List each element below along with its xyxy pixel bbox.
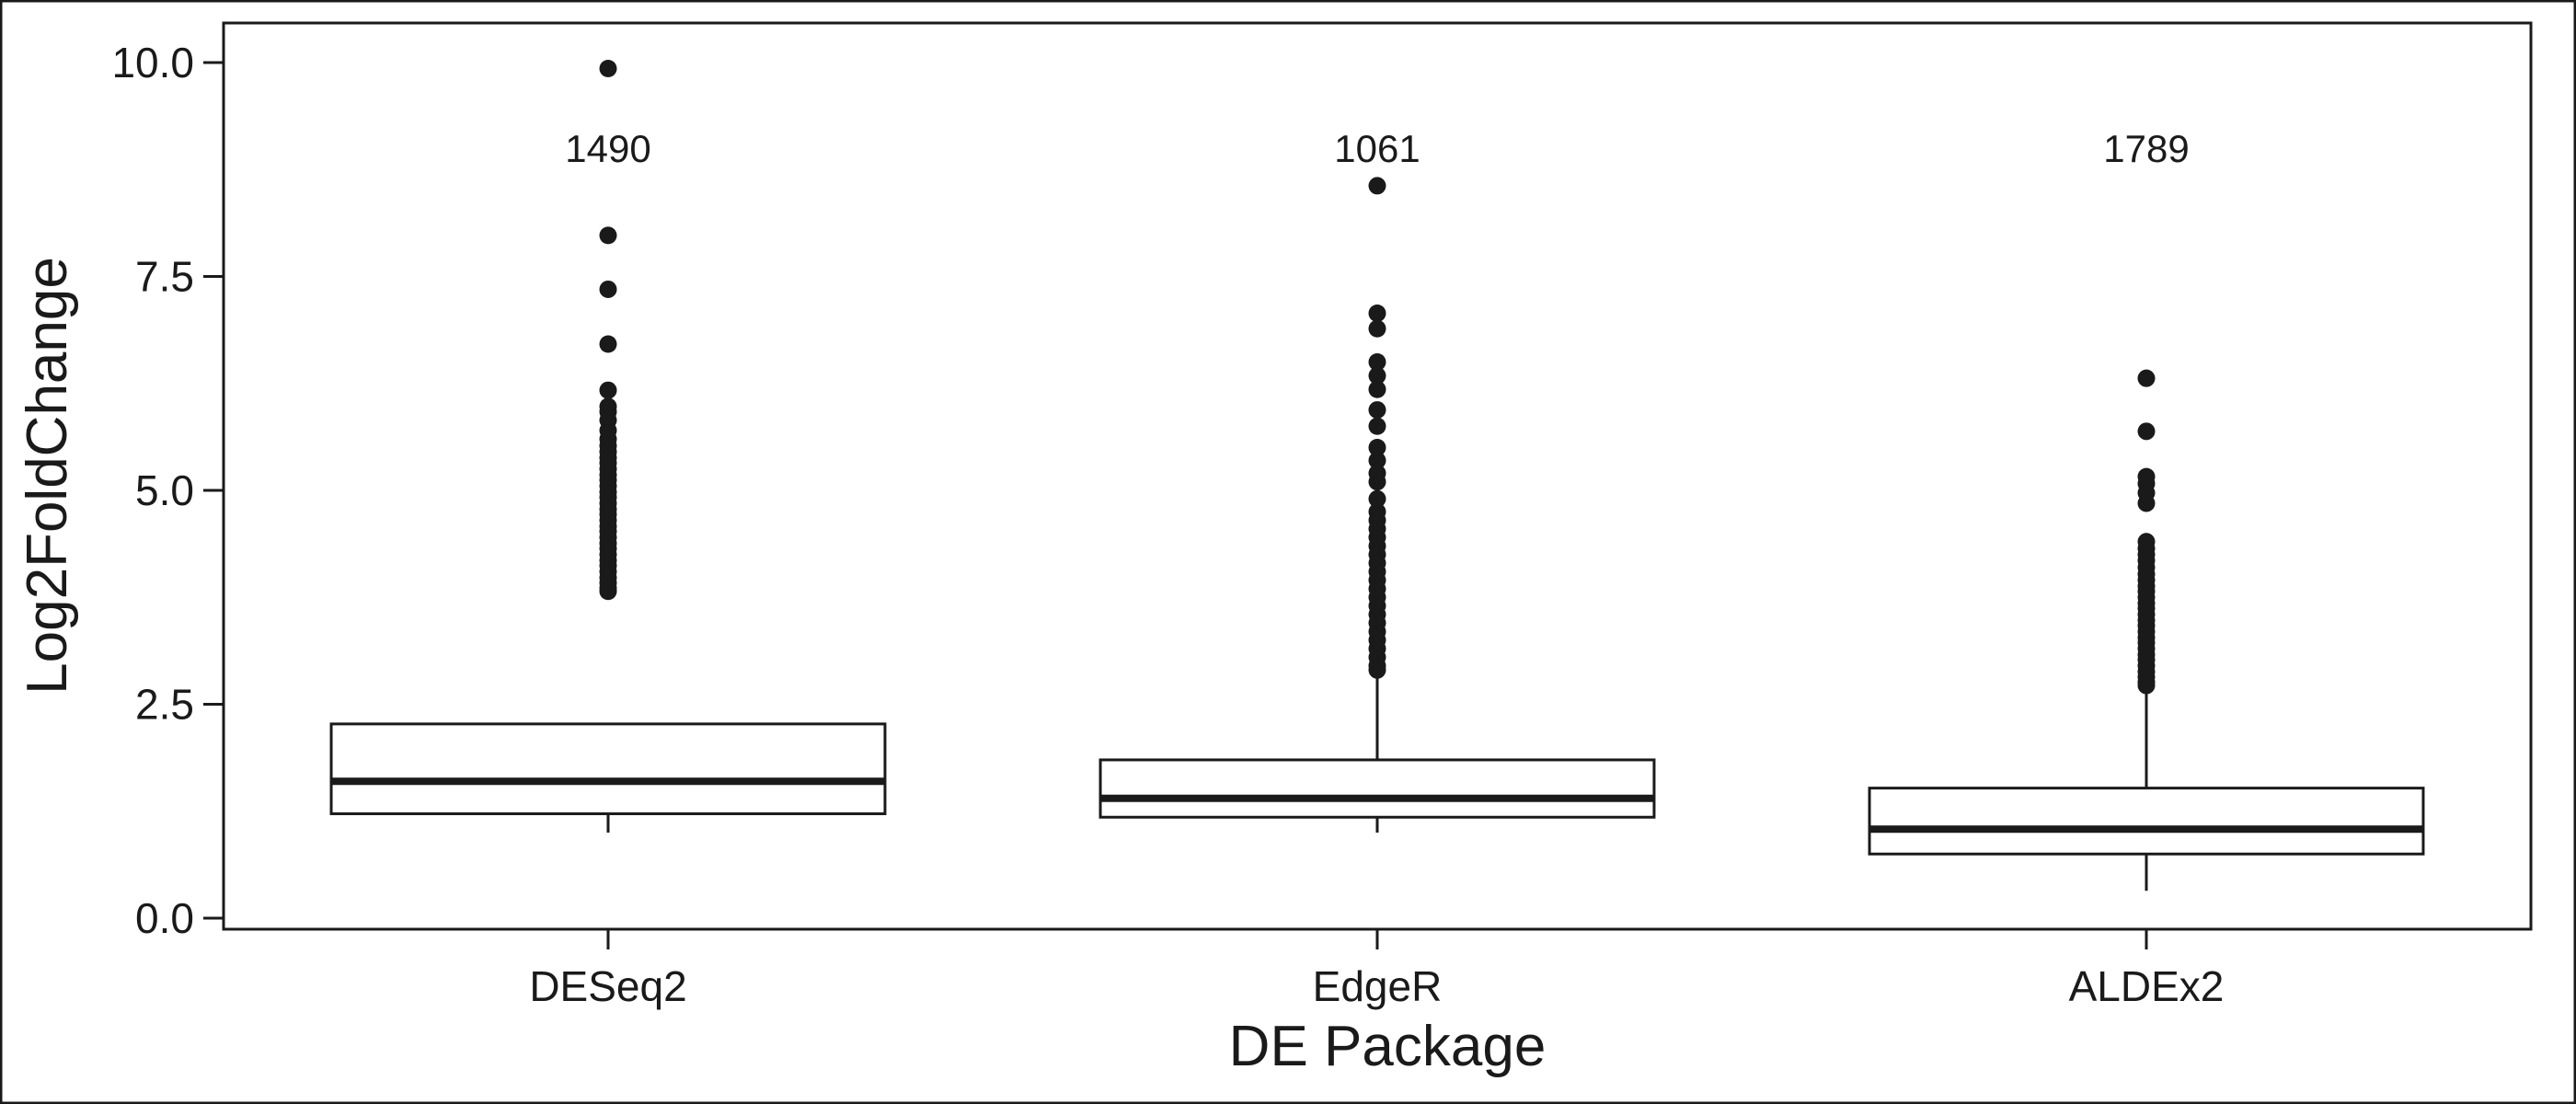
outlier-point: [1368, 177, 1386, 195]
y-tick-label: 7.5: [135, 253, 194, 301]
y-axis-title: Log2FoldChange: [16, 257, 79, 695]
x-tick-label: EdgeR: [1313, 962, 1443, 1010]
x-tick-label: DESeq2: [529, 962, 686, 1010]
outlier-point: [1368, 661, 1386, 679]
outlier-point: [1368, 401, 1386, 420]
outlier-point: [1368, 380, 1386, 398]
outlier-point: [599, 335, 617, 353]
box-edger: [1098, 177, 1656, 833]
outlier-point: [1368, 439, 1386, 456]
outlier-point: [1368, 473, 1386, 491]
iqr-box: [329, 722, 887, 816]
outlier-point: [2137, 494, 2156, 512]
x-axis: DESeq2 EdgeR ALDEx2: [529, 929, 2224, 1010]
outlier-point: [2137, 676, 2156, 695]
y-axis: 0.0 2.5 5.0 7.5 10.0: [111, 39, 224, 942]
outlier-point: [2137, 369, 2156, 387]
y-tick-label: 0.0: [135, 894, 194, 942]
count-label-aldex2: 1789: [2103, 127, 2189, 170]
x-tick-label: ALDEx2: [2069, 962, 2225, 1010]
outlier-point: [599, 582, 617, 601]
box-deseq2: [329, 60, 887, 833]
outlier-point: [1368, 319, 1386, 338]
outlier-point: [2137, 422, 2156, 441]
x-axis-title: DE Package: [1229, 1015, 1547, 1078]
outlier-point: [1368, 489, 1386, 508]
boxes-layer: [329, 60, 2425, 891]
count-label-edger: 1061: [1334, 127, 1420, 170]
outlier-point: [1368, 417, 1386, 435]
outlier-point: [1368, 353, 1386, 371]
y-tick-label: 10.0: [111, 39, 194, 86]
iqr-box: [1098, 758, 1656, 819]
outlier-point: [1368, 451, 1386, 469]
y-tick-label: 5.0: [135, 466, 194, 514]
outlier-point: [1368, 366, 1386, 385]
iqr-box: [1868, 787, 2425, 856]
y-tick-label: 2.5: [135, 681, 194, 729]
count-label-deseq2: 1490: [565, 127, 650, 170]
outlier-point: [1368, 304, 1386, 322]
outlier-point: [599, 60, 617, 78]
outlier-point: [599, 381, 617, 399]
outlier-point: [599, 280, 617, 298]
box-aldex2: [1868, 369, 2425, 891]
outlier-point: [599, 226, 617, 245]
count-labels-layer: 1490 1061 1789: [565, 127, 2189, 170]
